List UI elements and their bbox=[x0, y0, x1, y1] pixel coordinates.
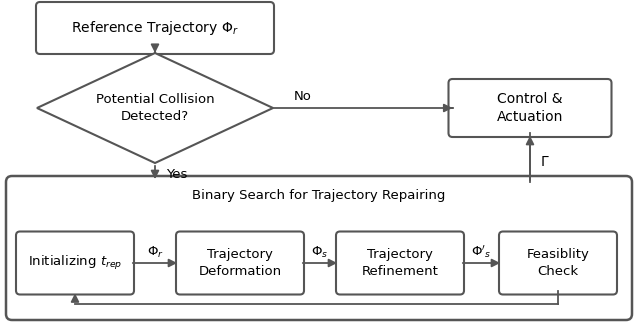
FancyBboxPatch shape bbox=[6, 176, 632, 320]
FancyBboxPatch shape bbox=[176, 232, 304, 295]
Text: $\Gamma$: $\Gamma$ bbox=[540, 155, 550, 170]
Text: $\Phi_s$: $\Phi_s$ bbox=[312, 244, 328, 259]
Polygon shape bbox=[37, 53, 273, 163]
FancyBboxPatch shape bbox=[336, 232, 464, 295]
Text: Trajectory
Deformation: Trajectory Deformation bbox=[198, 248, 282, 278]
FancyBboxPatch shape bbox=[16, 232, 134, 295]
Text: $\Phi_r$: $\Phi_r$ bbox=[147, 244, 163, 259]
Text: Initializing $t_{rep}$: Initializing $t_{rep}$ bbox=[28, 254, 122, 272]
Text: Yes: Yes bbox=[166, 169, 188, 181]
Text: Binary Search for Trajectory Repairing: Binary Search for Trajectory Repairing bbox=[192, 190, 445, 202]
Text: No: No bbox=[294, 91, 312, 104]
Text: Trajectory
Refinement: Trajectory Refinement bbox=[362, 248, 438, 278]
FancyBboxPatch shape bbox=[449, 79, 611, 137]
FancyBboxPatch shape bbox=[36, 2, 274, 54]
Text: Control &
Actuation: Control & Actuation bbox=[497, 92, 563, 124]
Text: Reference Trajectory $\Phi_r$: Reference Trajectory $\Phi_r$ bbox=[71, 19, 239, 37]
Text: Feasiblity
Check: Feasiblity Check bbox=[527, 248, 589, 278]
FancyBboxPatch shape bbox=[499, 232, 617, 295]
Text: $\Phi'_s$: $\Phi'_s$ bbox=[472, 244, 492, 260]
Text: Potential Collision
Detected?: Potential Collision Detected? bbox=[96, 93, 214, 123]
